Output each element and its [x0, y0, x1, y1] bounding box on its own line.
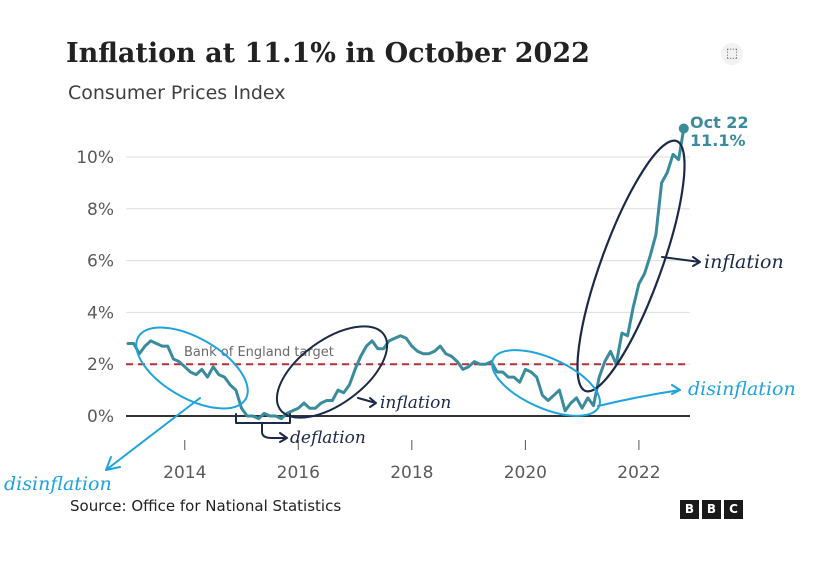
reference-line-group: Bank of England target	[126, 345, 690, 366]
y-axis-ticks: 0% 2% 4% 6% 8% 10%	[76, 148, 114, 427]
x-tick-label: 2016	[277, 463, 320, 483]
annotation-label-disinflation-right: disinflation	[688, 378, 796, 400]
annotation-loop-disinflation-left	[135, 326, 249, 410]
source-note: Source: Office for National Statistics	[70, 497, 342, 515]
bbc-logo: B B C	[680, 500, 743, 519]
x-tick-label: 2022	[617, 463, 660, 483]
annotation-label-inflation-2016: inflation	[380, 393, 451, 413]
end-point-marker	[678, 123, 689, 134]
expand-icon[interactable]: ⬚	[721, 43, 743, 65]
x-axis-ticks: 2014 2016 2018 2020 2022	[163, 440, 661, 483]
logo-letter: B	[702, 500, 721, 519]
annotation-arrow-inflation-2022	[661, 256, 701, 267]
annotation-label-disinflation-left: disinflation	[4, 473, 112, 495]
annotation-label-inflation-2022: inflation	[704, 251, 784, 273]
y-tick-label: 2%	[87, 355, 114, 375]
annotation-label-deflation: deflation	[290, 428, 366, 448]
series-group	[126, 127, 686, 421]
x-tick-label: 2014	[163, 463, 206, 483]
annotation-loop-inflation-2022	[576, 139, 686, 393]
y-tick-label: 8%	[87, 200, 114, 220]
boe-target-label: Bank of England target	[184, 345, 334, 360]
logo-letter: C	[724, 500, 743, 519]
annotation-arrow-inflation-2016	[357, 397, 377, 408]
annotation-bracket-deflation	[235, 413, 291, 443]
chart-title: Inflation at 11.1% in October 2022	[66, 38, 590, 69]
annotation-arrow-disinflation-left	[105, 397, 201, 471]
chart-subtitle: Consumer Prices Index	[68, 82, 286, 104]
y-tick-label: 0%	[87, 407, 114, 427]
end-label-date: Oct 22	[690, 113, 749, 132]
x-tick-label: 2020	[504, 463, 547, 483]
y-tick-label: 6%	[87, 252, 114, 272]
gridlines	[126, 156, 690, 417]
annotation-loop-inflation-2016	[275, 325, 389, 419]
y-tick-label: 10%	[76, 148, 114, 168]
x-tick-label: 2018	[390, 463, 433, 483]
cpi-series-line	[126, 127, 686, 421]
logo-letter: B	[680, 500, 699, 519]
annotation-arrow-disinflation-right	[597, 384, 681, 407]
annotations: inflation deflation inflation disinflati…	[4, 139, 796, 495]
end-label-value: 11.1%	[690, 131, 746, 150]
y-tick-label: 4%	[87, 303, 114, 323]
